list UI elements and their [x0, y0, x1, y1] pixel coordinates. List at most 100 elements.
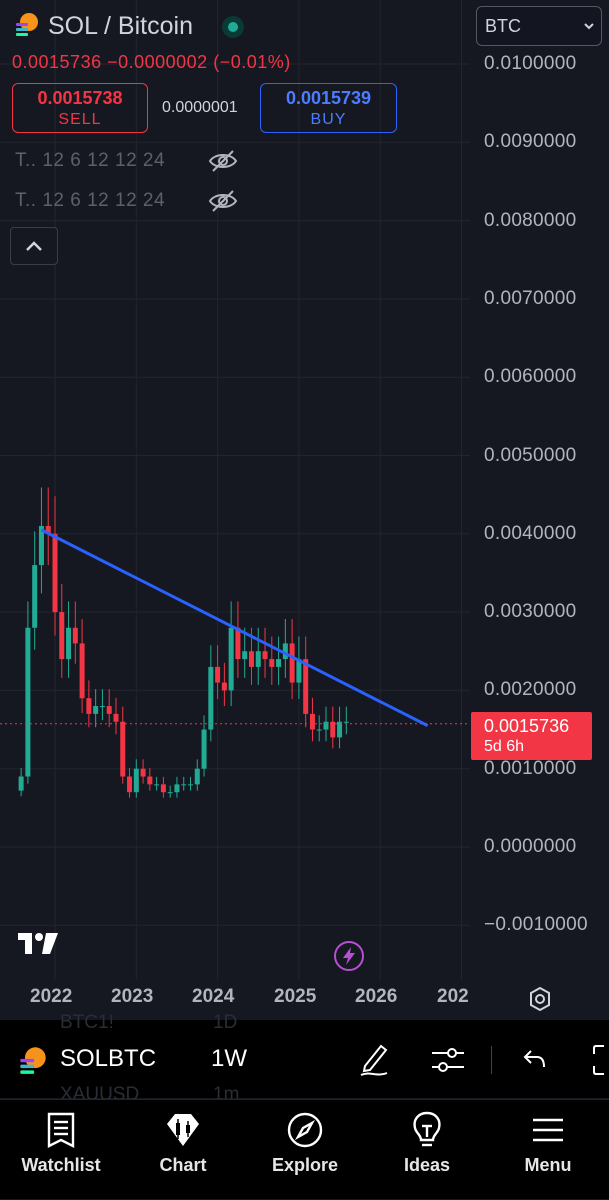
nav-ideas[interactable]: Ideas [366, 1100, 488, 1200]
chart-icon [167, 1114, 199, 1146]
sliders-icon[interactable] [430, 1045, 466, 1075]
candle-body [248, 651, 254, 667]
symbol-title[interactable]: SOL / Bitcoin [48, 12, 193, 40]
currency-select-value: BTC [485, 16, 521, 36]
nav-chart[interactable]: Chart [122, 1100, 244, 1200]
candle-body [174, 784, 180, 793]
time-axis-label: 2024 [192, 986, 235, 1007]
collapse-legend-button[interactable] [10, 227, 58, 265]
candle-body [154, 784, 160, 786]
price-axis-label: 0.0050000 [484, 444, 577, 466]
candle-body [194, 768, 200, 785]
price-axis-label: −0.0010000 [484, 914, 588, 936]
candle-body [52, 533, 58, 613]
bottom-nav: Watchlist Chart Explore Ideas [0, 1099, 609, 1199]
nav-menu-label: Menu [524, 1155, 572, 1175]
candle-body [276, 659, 282, 667]
nav-chart-label: Chart [159, 1155, 207, 1175]
nav-ideas-label: Ideas [403, 1155, 451, 1175]
undo-icon[interactable] [521, 1047, 547, 1073]
candle-body [32, 565, 38, 628]
buy-price: 0.0015739 [285, 88, 372, 108]
time-axis-label: 2026 [355, 986, 398, 1007]
eye-off-icon[interactable] [208, 188, 238, 214]
candle-body [221, 682, 227, 691]
candle-body [127, 776, 133, 793]
candle-body [38, 525, 44, 566]
candle-series [18, 487, 349, 798]
candle-body [120, 721, 126, 777]
price-axis-label: 0.0080000 [484, 209, 577, 231]
candle-body [343, 721, 349, 723]
fullscreen-icon[interactable] [592, 1044, 609, 1076]
currency-select[interactable]: BTC [476, 6, 602, 46]
lightning-icon[interactable] [333, 940, 365, 972]
candle-body [201, 729, 207, 769]
candle-body [242, 651, 248, 660]
candle-body [228, 627, 234, 691]
sol-logo-icon [16, 13, 38, 36]
price-axis-label: 0.0000000 [484, 836, 577, 857]
candle-body [113, 713, 119, 722]
price-axis-label: 0.0070000 [484, 287, 577, 309]
price-axis-label: 0.0030000 [484, 601, 577, 623]
time-axis-label: 2022 [30, 986, 73, 1007]
sol-logo-icon [20, 1047, 46, 1074]
spread-value: 0.0000001 [162, 99, 238, 116]
chart-grid [0, 0, 470, 980]
chevron-down-icon [584, 23, 594, 30]
ghost-symbol-1: BTC1! [60, 1012, 114, 1033]
nav-watchlist[interactable]: Watchlist [0, 1100, 122, 1200]
price-axis-label: 0.0090000 [484, 131, 577, 153]
market-status-icon[interactable] [222, 16, 244, 38]
candle-body [255, 651, 261, 667]
sell-label: SELL [58, 111, 102, 128]
pencil-icon[interactable] [357, 1040, 391, 1078]
candle-body [106, 706, 112, 714]
candle-body [316, 729, 322, 731]
indicator-row-1[interactable]: T.. 12 6 12 12 24 [15, 150, 166, 171]
eye-off-icon[interactable] [208, 148, 238, 174]
sell-button[interactable]: 0.0015738 SELL [12, 83, 148, 133]
chevron-up-icon [26, 241, 42, 251]
toolbar-divider [491, 1046, 492, 1074]
candle-body [160, 784, 166, 793]
candle-body [262, 651, 268, 660]
symbol-button[interactable]: SOLBTC [60, 1045, 157, 1072]
current-price-tag: 0.0015736 5d 6h [471, 712, 592, 760]
candle-body [167, 792, 173, 794]
candle-body [140, 768, 146, 777]
time-axis-label: 202 [437, 986, 469, 1007]
chart-canvas[interactable] [0, 0, 470, 980]
candle-body [269, 659, 275, 667]
candle-body [66, 627, 72, 660]
candle-body [289, 643, 295, 683]
nav-menu[interactable]: Menu [487, 1100, 609, 1200]
current-price-label: 0.0015736 [484, 716, 570, 736]
explore-icon [287, 1112, 323, 1148]
tradingview-logo-icon[interactable] [18, 930, 66, 956]
candle-body [309, 713, 315, 730]
price-axis-label: 0.0020000 [484, 679, 577, 701]
candle-body [147, 776, 153, 785]
candle-body [72, 627, 78, 644]
candle-body [303, 659, 309, 714]
price-axis-label: 0.0010000 [484, 757, 577, 779]
candle-body [45, 525, 51, 534]
candle-body [79, 643, 85, 699]
price-axis-label: 0.0040000 [484, 522, 577, 544]
settings-icon[interactable] [527, 986, 553, 1012]
nav-explore[interactable]: Explore [244, 1100, 366, 1200]
price-change: 0.0015736 −0.0000002 (−0.01%) [12, 52, 291, 72]
nav-watchlist-label: Watchlist [21, 1155, 101, 1175]
interval-button[interactable]: 1W [211, 1045, 247, 1072]
candle-body [188, 784, 193, 786]
buy-button[interactable]: 0.0015739 BUY [260, 83, 397, 133]
indicator-row-2[interactable]: T.. 12 6 12 12 24 [15, 190, 166, 211]
time-axis-label: 2025 [274, 986, 317, 1007]
candle-body [18, 776, 24, 791]
ghost-interval-1: 1D [213, 1012, 238, 1033]
time-axis-label: 2023 [111, 986, 154, 1007]
candle-body [86, 698, 92, 714]
candle-body [208, 666, 214, 730]
